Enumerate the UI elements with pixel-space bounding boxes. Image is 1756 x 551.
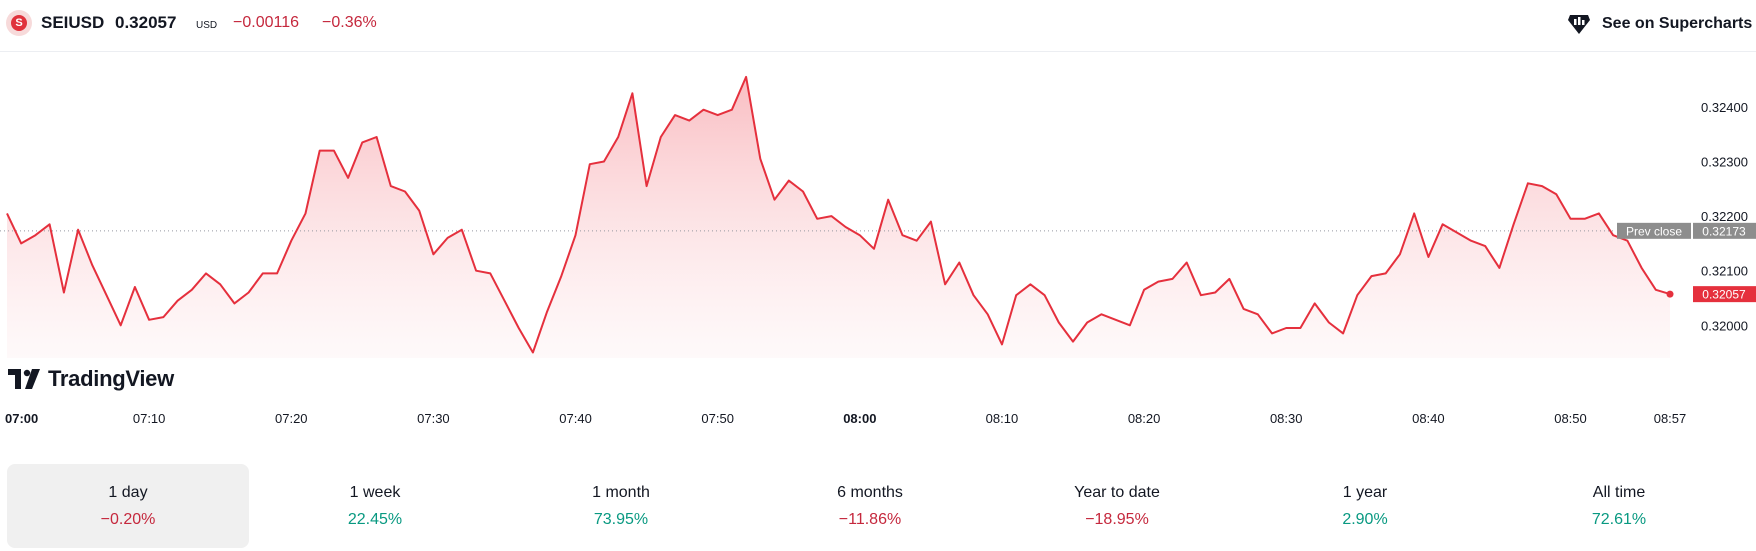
x-tick-label: 07:40 — [559, 411, 592, 426]
period-6-months[interactable]: 6 months −11.86% — [749, 464, 991, 548]
period-change-value: −18.95% — [1085, 511, 1149, 528]
x-tick-label: 08:00 — [843, 411, 876, 426]
x-tick-label: 07:30 — [417, 411, 450, 426]
x-tick-label: 07:10 — [133, 411, 166, 426]
y-tick-label: 0.32300 — [1701, 155, 1748, 170]
period-1-day[interactable]: 1 day −0.20% — [7, 464, 249, 548]
sei-coin-letter: S — [11, 15, 27, 31]
period-change-value: 72.61% — [1591, 511, 1647, 528]
period-1-month[interactable]: 1 month 73.95% — [500, 464, 742, 548]
price-chart[interactable]: 0.32400 0.32300 0.32200 0.32100 0.32000 07:0… — [0, 52, 1756, 452]
period-1-week[interactable]: 1 week 22.45% — [254, 464, 496, 548]
currency-label: USD — [196, 20, 218, 31]
price-change: −0.00116 — [233, 14, 299, 31]
period-label: All time — [1592, 484, 1646, 501]
x-tick-label: 08:50 — [1554, 411, 1587, 426]
period-change-value: 22.45% — [347, 511, 403, 528]
period-label: 6 months — [837, 484, 903, 501]
x-tick-label: 07:20 — [275, 411, 308, 426]
price-change-percent: −0.36% — [322, 14, 377, 31]
y-tick-label: 0.32000 — [1701, 318, 1748, 333]
period-change-value: 73.95% — [593, 511, 649, 528]
tradingview-logo-text: TradingView — [48, 366, 174, 391]
x-tick-label: 08:10 — [986, 411, 1019, 426]
period-year-to-date[interactable]: Year to date −18.95% — [996, 464, 1238, 548]
x-tick-label: 08:57 — [1654, 411, 1687, 426]
price-series-line — [6, 75, 1671, 354]
prev-close-value-badge — [1693, 222, 1756, 239]
period-label: Year to date — [1074, 484, 1160, 501]
x-tick-label: 08:40 — [1412, 411, 1445, 426]
last-price-badge — [1693, 286, 1756, 303]
period-all-time[interactable]: All time 72.61% — [1498, 464, 1740, 548]
symbol-name: SEIUSD — [41, 13, 105, 32]
period-selector: 1 day −0.20% 1 week 22.45% 1 month 73.95% 6 mo… — [0, 464, 1756, 548]
prev-close-value: 0.32173 — [1702, 224, 1746, 238]
x-tick-label: 08:20 — [1128, 411, 1161, 426]
period-change-value: −11.86% — [838, 511, 902, 528]
prev-close-badge — [1617, 222, 1691, 239]
period-label: 1 year — [1342, 484, 1388, 501]
prev-close-label: Prev close — [1626, 224, 1682, 238]
x-tick-label: 07:00 — [5, 411, 38, 426]
last-price-point — [1666, 290, 1674, 298]
period-label: 1 week — [349, 484, 401, 501]
last-price: 0.32057 — [115, 13, 177, 32]
see-on-supercharts-link[interactable]: See on Supercharts — [1566, 11, 1752, 37]
tradingview-mark-icon — [8, 369, 40, 389]
period-change-value: 2.90% — [1342, 511, 1388, 528]
y-tick-label: 0.32200 — [1701, 209, 1748, 224]
last-price-value: 0.32057 — [1702, 288, 1746, 302]
period-label: 1 day — [108, 484, 148, 501]
price-area-fill — [7, 76, 1670, 359]
supercharts-diamond-icon — [1568, 15, 1590, 34]
tradingview-logo[interactable]: TradingView — [8, 366, 174, 392]
header: S SEIUSD 0.32057 USD −0.00116 −0.36% See… — [0, 0, 1756, 52]
period-1-year[interactable]: 1 year 2.90% — [1244, 464, 1486, 548]
see-on-supercharts-label: See on Supercharts — [1602, 15, 1753, 32]
period-change-value: −0.20% — [100, 511, 156, 528]
x-tick-label: 07:50 — [701, 411, 734, 426]
x-tick-label: 08:30 — [1270, 411, 1303, 426]
period-label: 1 month — [592, 484, 650, 501]
y-tick-label: 0.32100 — [1701, 264, 1748, 279]
y-tick-label: 0.32400 — [1701, 100, 1748, 115]
sei-coin-icon: S — [6, 10, 32, 36]
